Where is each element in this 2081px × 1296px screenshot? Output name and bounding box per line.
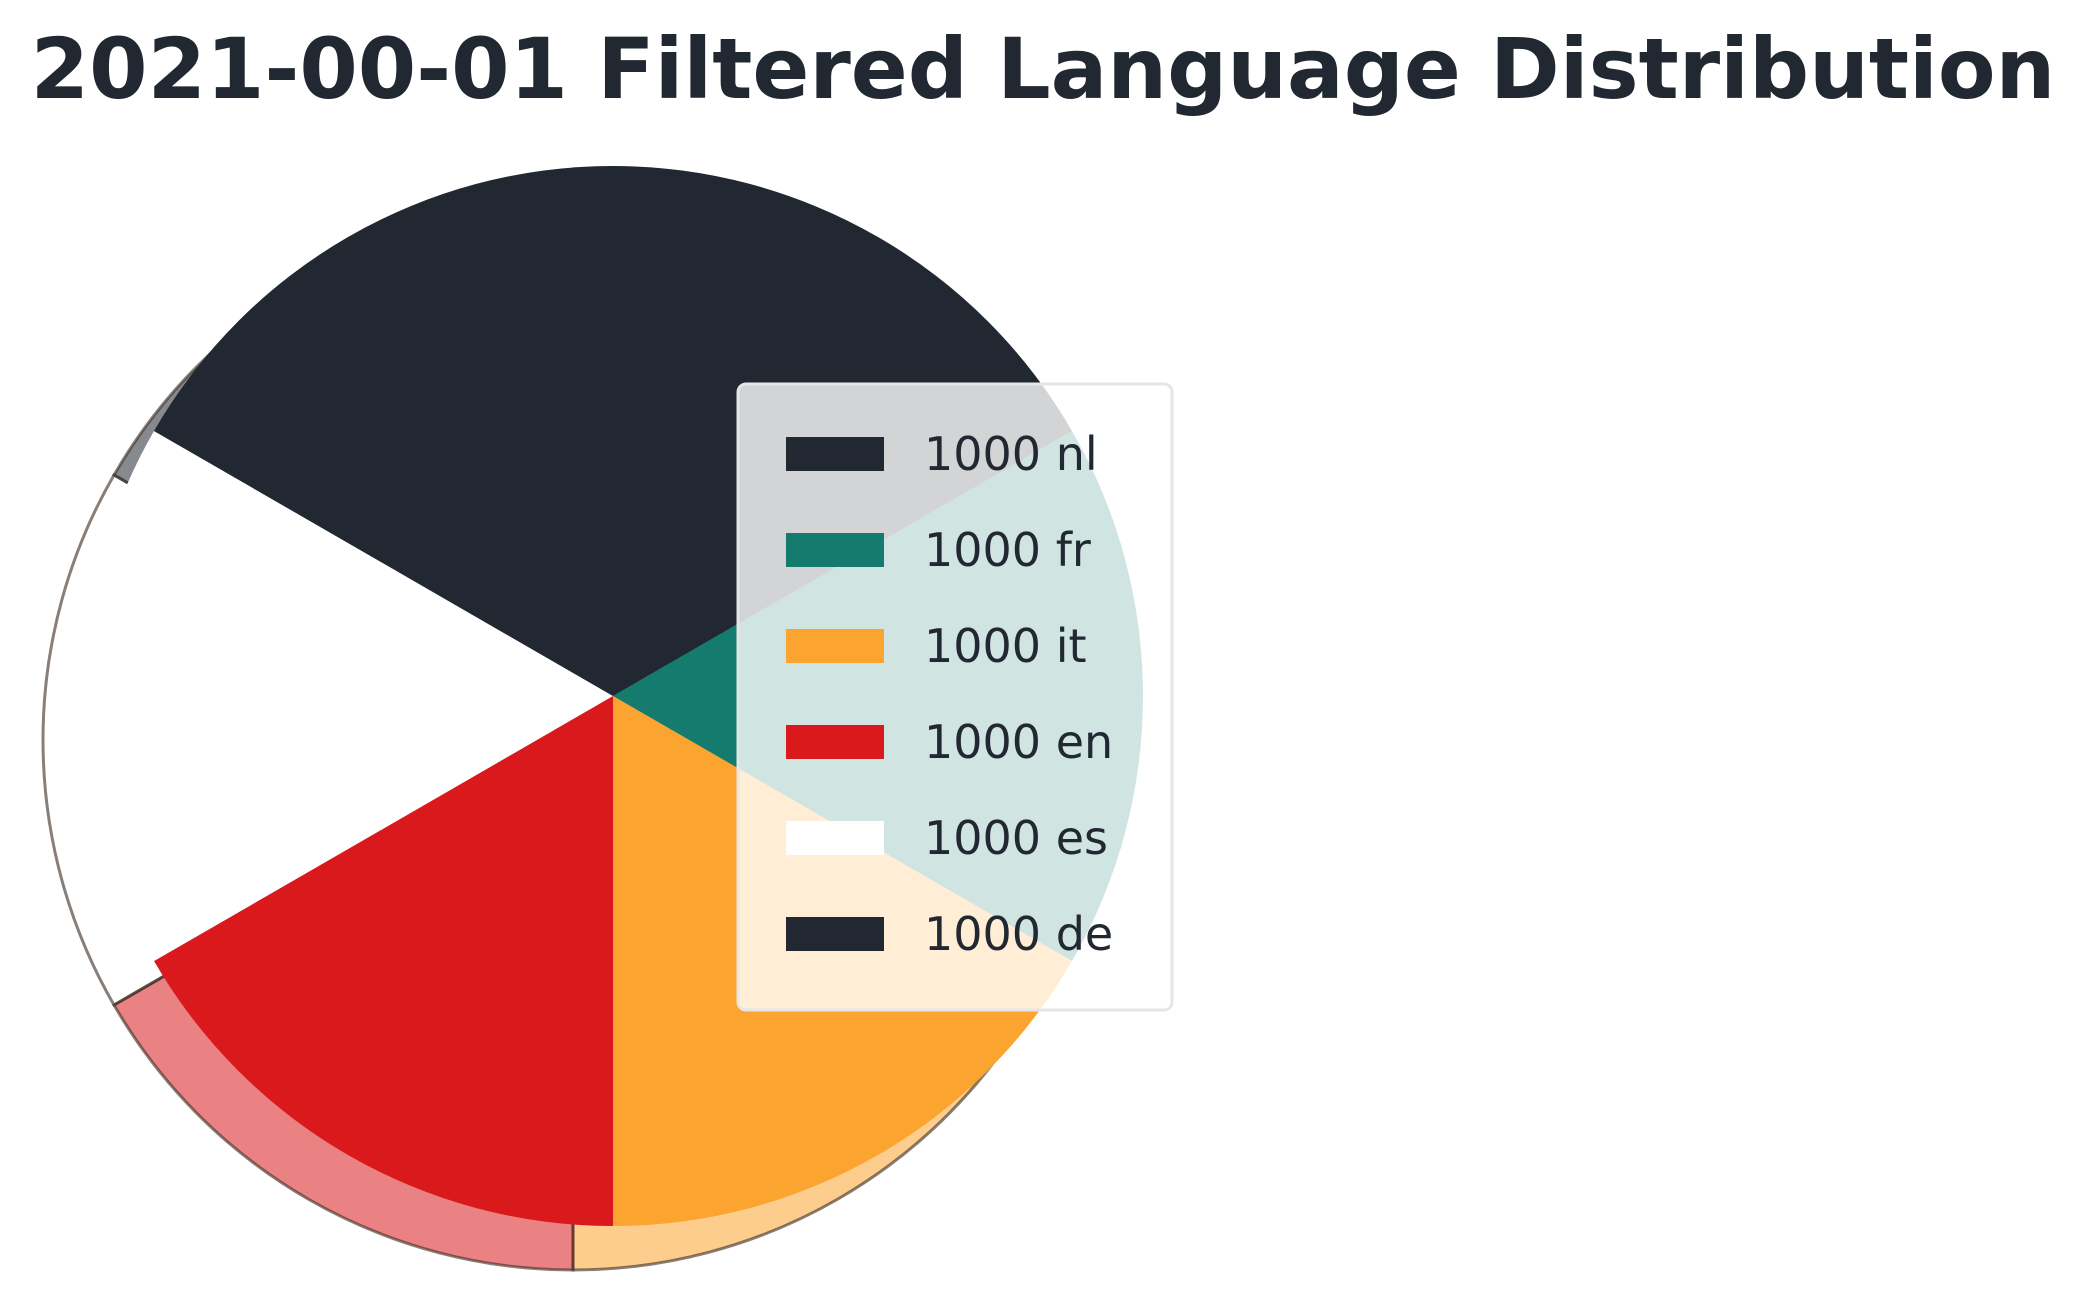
legend-label-en: 1000 en [924,715,1113,769]
legend-label-de: 1000 de [924,907,1113,961]
chart-title: 2021-00-01 Filtered Language Distributio… [31,20,2056,118]
legend-label-es: 1000 es [924,811,1108,865]
legend-swatch-fr [786,533,884,567]
legend-swatch-it [786,629,884,663]
legend: 1000 nl 1000 fr 1000 it 1000 en 1000 es 1000 … [736,382,1174,1012]
pie-slice-shadow-es [41,472,576,1008]
legend-label-nl: 1000 nl [924,427,1098,481]
legend-label-it: 1000 it [924,619,1087,673]
pie-slice-en [154,696,613,1226]
legend-swatch-en [786,725,884,759]
legend-swatch-nl [786,437,884,471]
legend-swatch-de [786,917,884,951]
legend-label-fr: 1000 fr [924,523,1091,577]
pie-slice-de [154,166,613,696]
legend-swatch-es [786,821,884,855]
pie-slice-es [83,431,613,961]
